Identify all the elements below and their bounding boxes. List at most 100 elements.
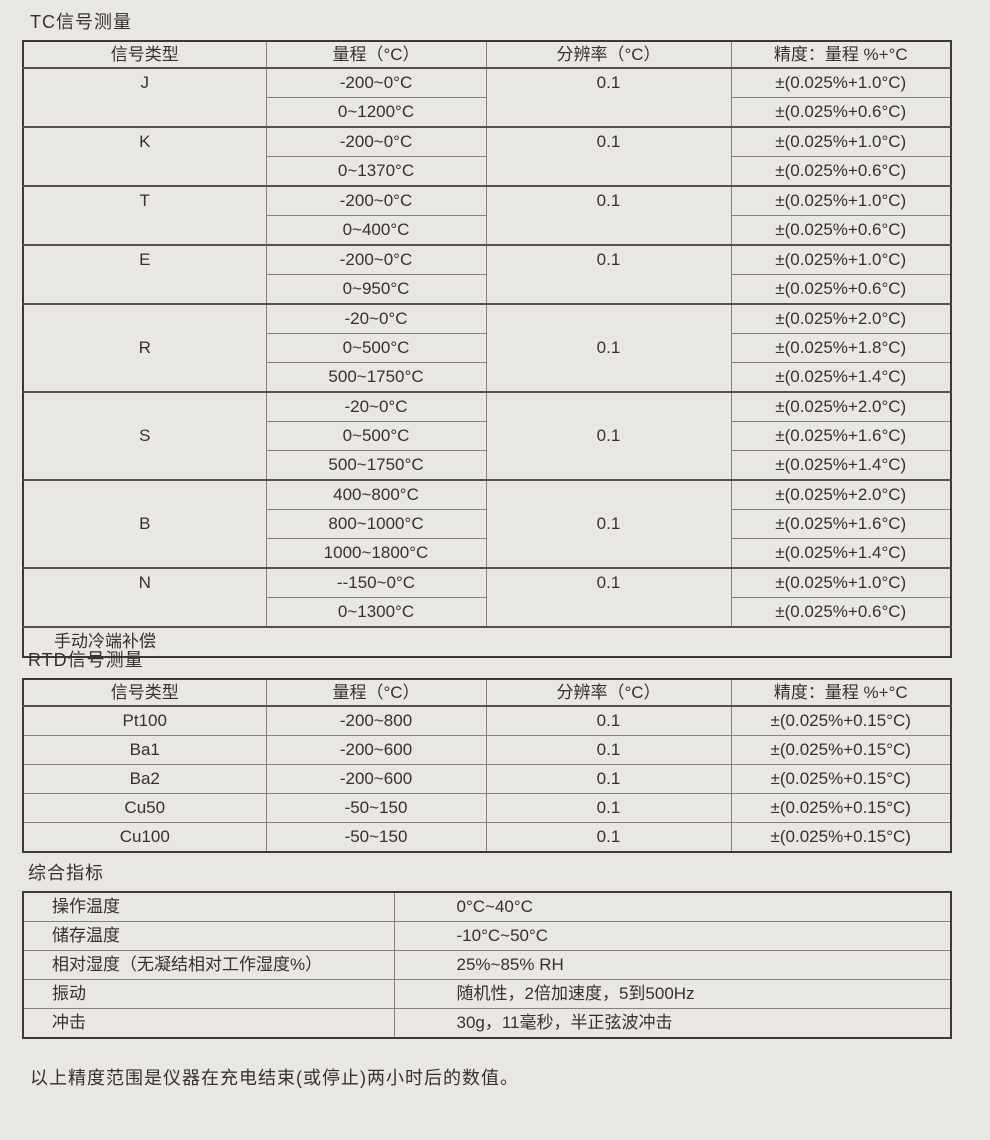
tc-signal-table: 信号类型 量程（°C） 分辨率（°C） 精度：量程 %+°C J -200~0°… bbox=[22, 40, 952, 658]
accuracy-cell: ±(0.025%+0.15°C) bbox=[730, 705, 952, 736]
spec-label: 相对湿度（无凝结相对工作湿度%） bbox=[22, 950, 395, 980]
table-row: 0~500°C ±(0.025%+1.6°C) bbox=[23, 421, 952, 451]
rtd-header-range: 量程（°C） bbox=[265, 678, 487, 707]
resolution-cell: 0.1 bbox=[485, 303, 732, 393]
signal-type-cell: E bbox=[22, 244, 267, 305]
table-row: Ba1 -200~600 0.1 ±(0.025%+0.15°C) bbox=[22, 735, 952, 765]
signal-type-cell: R bbox=[22, 303, 267, 393]
spec-label: 储存温度 bbox=[22, 921, 395, 951]
range-cell: 1000~1800°C bbox=[265, 538, 487, 569]
range-cell: -50~150 bbox=[265, 822, 487, 853]
signal-type-cell: S bbox=[22, 391, 267, 481]
range-cell: -200~600 bbox=[265, 735, 487, 765]
resolution-cell: 0.1 bbox=[485, 67, 732, 128]
table-row: 0~500°C ±(0.025%+1.8°C) bbox=[23, 333, 952, 363]
accuracy-cell: ±(0.025%+1.8°C) bbox=[730, 333, 952, 363]
table-row: R -20~0°C 0.1 ±(0.025%+2.0°C) bbox=[22, 303, 952, 393]
table-row: N --150~0°C 0.1 ±(0.025%+1.0°C) bbox=[22, 567, 952, 628]
signal-type-cell: K bbox=[22, 126, 267, 187]
accuracy-cell: ±(0.025%+0.6°C) bbox=[730, 97, 952, 128]
rtd-signal-table: 信号类型 量程（°C） 分辨率（°C） 精度：量程 %+°C Pt100 -20… bbox=[22, 678, 952, 853]
spec-value: 25%~85% RH bbox=[393, 950, 952, 980]
range-cell: 0~1200°C bbox=[265, 97, 487, 128]
signal-type-cell: Pt100 bbox=[22, 705, 267, 736]
accuracy-cell: ±(0.025%+1.0°C) bbox=[730, 567, 952, 598]
accuracy-cell: ±(0.025%+1.0°C) bbox=[730, 185, 952, 216]
resolution-cell: 0.1 bbox=[485, 185, 732, 246]
accuracy-cell: ±(0.025%+2.0°C) bbox=[730, 479, 952, 510]
range-cell: -50~150 bbox=[265, 793, 487, 823]
table-row: 800~1000°C ±(0.025%+1.6°C) bbox=[23, 509, 952, 539]
rtd-header-accuracy: 精度：量程 %+°C bbox=[730, 678, 952, 707]
table-row: B 400~800°C 0.1 ±(0.025%+2.0°C) bbox=[22, 479, 952, 569]
accuracy-cell: ±(0.025%+1.0°C) bbox=[730, 126, 952, 157]
range-cell: 0~1370°C bbox=[265, 156, 487, 187]
range-cell: -200~0°C bbox=[265, 244, 487, 275]
signal-type-cell: Cu50 bbox=[22, 793, 267, 823]
accuracy-cell: ±(0.025%+1.0°C) bbox=[730, 67, 952, 98]
signal-type-cell: J bbox=[22, 67, 267, 128]
table-row: 相对湿度（无凝结相对工作湿度%） 25%~85% RH bbox=[22, 950, 952, 980]
rtd-section-title: RTD信号测量 bbox=[28, 650, 144, 670]
range-cell: 0~400°C bbox=[265, 215, 487, 246]
table-row: 0~1300°C ±(0.025%+0.6°C) bbox=[23, 597, 952, 628]
accuracy-cell: ±(0.025%+0.15°C) bbox=[730, 793, 952, 823]
accuracy-cell: ±(0.025%+0.6°C) bbox=[730, 274, 952, 305]
range-cell: -200~0°C bbox=[265, 185, 487, 216]
resolution-cell: 0.1 bbox=[485, 391, 732, 481]
table-row: 500~1750°C ±(0.025%+1.4°C) bbox=[23, 362, 952, 393]
table-row: 冲击 30g，11毫秒，半正弦波冲击 bbox=[22, 1008, 952, 1039]
accuracy-cell: ±(0.025%+1.6°C) bbox=[730, 509, 952, 539]
table-row: 操作温度 0°C~40°C bbox=[22, 891, 952, 922]
signal-type-cell: B bbox=[22, 479, 267, 569]
accuracy-cell: ±(0.025%+0.6°C) bbox=[730, 156, 952, 187]
spec-value: -10°C~50°C bbox=[393, 921, 952, 951]
table-row: K -200~0°C 0.1 ±(0.025%+1.0°C) bbox=[22, 126, 952, 187]
resolution-cell: 0.1 bbox=[485, 822, 732, 853]
spec-label: 操作温度 bbox=[22, 891, 395, 922]
table-row: T -200~0°C 0.1 ±(0.025%+1.0°C) bbox=[22, 185, 952, 246]
accuracy-cell: ±(0.025%+0.15°C) bbox=[730, 822, 952, 853]
cold-junction-note: 手动冷端补偿 bbox=[22, 626, 952, 658]
table-row: 储存温度 -10°C~50°C bbox=[22, 921, 952, 951]
tc-section-title: TC信号测量 bbox=[30, 12, 132, 32]
accuracy-cell: ±(0.025%+0.15°C) bbox=[730, 735, 952, 765]
signal-type-cell: Ba2 bbox=[22, 764, 267, 794]
table-row: 500~1750°C ±(0.025%+1.4°C) bbox=[23, 450, 952, 481]
resolution-cell: 0.1 bbox=[485, 126, 732, 187]
table-row: J -200~0°C 0.1 ±(0.025%+1.0°C) bbox=[22, 67, 952, 128]
accuracy-cell: ±(0.025%+0.6°C) bbox=[730, 215, 952, 246]
range-cell: 0~1300°C bbox=[265, 597, 487, 628]
range-cell: -20~0°C bbox=[265, 391, 487, 422]
rtd-header-resolution: 分辨率（°C） bbox=[485, 678, 732, 707]
table-row: 1000~1800°C ±(0.025%+1.4°C) bbox=[23, 538, 952, 569]
table-row: 0~400°C ±(0.025%+0.6°C) bbox=[23, 215, 952, 246]
table-row: E -200~0°C 0.1 ±(0.025%+1.0°C) bbox=[22, 244, 952, 305]
table-row: 振动 随机性，2倍加速度，5到500Hz bbox=[22, 979, 952, 1009]
accuracy-cell: ±(0.025%+2.0°C) bbox=[730, 303, 952, 334]
range-cell: 500~1750°C bbox=[265, 362, 487, 393]
spec-value: 随机性，2倍加速度，5到500Hz bbox=[393, 979, 952, 1009]
signal-type-cell: Ba1 bbox=[22, 735, 267, 765]
range-cell: 0~500°C bbox=[265, 421, 487, 451]
spec-label: 振动 bbox=[22, 979, 395, 1009]
accuracy-cell: ±(0.025%+1.0°C) bbox=[730, 244, 952, 275]
accuracy-cell: ±(0.025%+1.4°C) bbox=[730, 538, 952, 569]
tc-header-accuracy: 精度：量程 %+°C bbox=[730, 40, 952, 69]
tc-note-row: 手动冷端补偿 bbox=[22, 626, 952, 658]
signal-type-cell: Cu100 bbox=[22, 822, 267, 853]
table-row: Pt100 -200~800 0.1 ±(0.025%+0.15°C) bbox=[22, 705, 952, 736]
table-row: Cu50 -50~150 0.1 ±(0.025%+0.15°C) bbox=[22, 793, 952, 823]
range-cell: 0~950°C bbox=[265, 274, 487, 305]
resolution-cell: 0.1 bbox=[485, 479, 732, 569]
range-cell: -200~0°C bbox=[265, 126, 487, 157]
table-row: Ba2 -200~600 0.1 ±(0.025%+0.15°C) bbox=[22, 764, 952, 794]
range-cell: -200~800 bbox=[265, 705, 487, 736]
general-section-title: 综合指标 bbox=[28, 863, 104, 883]
accuracy-cell: ±(0.025%+1.6°C) bbox=[730, 421, 952, 451]
spec-value: 0°C~40°C bbox=[393, 891, 952, 922]
range-cell: 800~1000°C bbox=[265, 509, 487, 539]
range-cell: -200~600 bbox=[265, 764, 487, 794]
resolution-cell: 0.1 bbox=[485, 764, 732, 794]
tc-header-resolution: 分辨率（°C） bbox=[485, 40, 732, 69]
